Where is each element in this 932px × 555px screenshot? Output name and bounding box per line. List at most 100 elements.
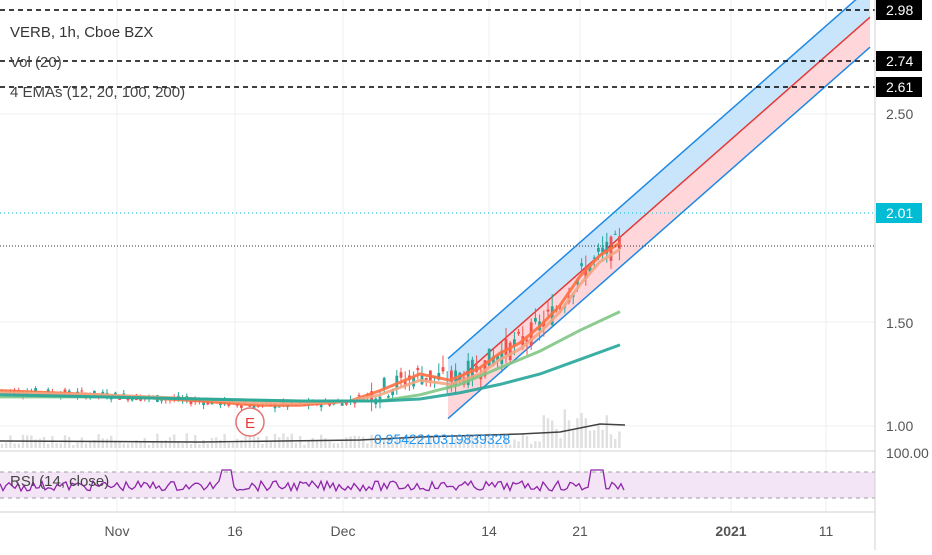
volume-bar: [105, 438, 109, 448]
volume-bar: [395, 434, 398, 448]
volume-bar: [278, 437, 281, 448]
volume-bar: [399, 441, 403, 448]
volume-bar: [286, 436, 289, 448]
candle-body: [319, 404, 323, 408]
volume-bar: [324, 438, 327, 448]
price-badge: [876, 51, 922, 71]
volume-bar: [387, 438, 390, 448]
volume-bar: [126, 443, 130, 448]
price-badge-label: 2.01: [886, 205, 913, 221]
symbol-title[interactable]: VERB, 1h, Cboe BZX: [10, 24, 153, 41]
candle-body: [403, 381, 407, 387]
rsi-line: [0, 469, 625, 493]
candle-body: [492, 356, 495, 365]
volume-bar: [504, 435, 508, 448]
candle-body: [399, 372, 403, 378]
volume-pane: [0, 409, 626, 448]
volume-bar: [236, 438, 239, 448]
volume-bar: [458, 440, 461, 448]
candle-body: [534, 317, 537, 322]
volume-bar: [584, 418, 587, 448]
volume-bar: [467, 433, 470, 448]
price-badge: [876, 0, 922, 20]
candle-body: [382, 377, 386, 389]
horizontal-price-lines[interactable]: [0, 9, 875, 247]
candle-body: [496, 355, 499, 362]
volume-bar: [307, 440, 310, 448]
candle-body: [437, 372, 441, 380]
price-tick-label: 2.50: [886, 106, 913, 122]
volume-bar: [601, 429, 604, 448]
volume-bar: [412, 443, 415, 448]
volume-bar: [311, 438, 314, 448]
channel-lower-line: [447, 46, 871, 420]
volume-bar: [160, 440, 163, 448]
volume-bar: [118, 441, 121, 448]
volume-bar: [0, 443, 4, 448]
volume-bar: [538, 441, 541, 448]
price-tick-label: 1.50: [886, 315, 913, 331]
volume-bar: [525, 435, 529, 448]
volume-bar: [559, 438, 562, 448]
ema-line-1: [0, 241, 621, 407]
volume-bar: [177, 442, 180, 448]
price-axis[interactable]: 2.50 1.50 1.00 100.00 2.98 2.74 2.61 2.01: [874, 0, 929, 550]
ema-legend[interactable]: 4 EMAs (12, 20, 100, 200): [10, 84, 185, 101]
volume-bar: [76, 442, 79, 448]
volume-bar: [59, 443, 62, 448]
candle-body: [546, 309, 550, 312]
candle-body: [387, 396, 390, 398]
earnings-marker[interactable]: E: [235, 407, 265, 437]
volume-bar: [521, 433, 524, 448]
candle-body: [487, 348, 491, 367]
time-tick-label: 16: [227, 523, 243, 539]
ema-line-4: [0, 343, 621, 403]
candle-body: [513, 339, 516, 346]
candle-body: [483, 360, 487, 377]
volume-bar: [84, 443, 88, 448]
time-tick-label: 2021: [715, 523, 746, 539]
candle-body: [378, 396, 382, 402]
candle-body: [248, 405, 252, 407]
volume-bar: [13, 443, 16, 448]
volume-bar: [618, 431, 621, 448]
volume-bar: [332, 443, 335, 448]
volume-bar: [328, 441, 331, 448]
volume-bar: [551, 420, 554, 448]
volume-bar: [441, 441, 445, 448]
volume-bar: [437, 437, 440, 448]
candle-body: [114, 392, 117, 395]
volume-bar: [446, 439, 449, 448]
volume-bar: [404, 436, 407, 448]
price-badge-label: 2.61: [886, 79, 913, 95]
volume-bar: [294, 442, 298, 448]
volume-bar: [567, 420, 571, 448]
time-tick-label: 14: [481, 523, 497, 539]
volume-bar: [189, 444, 193, 448]
time-axis[interactable]: Nov 16 Dec 14 21 2021 11: [0, 511, 875, 539]
rsi-pane: [0, 450, 875, 499]
volume-bar: [80, 437, 83, 448]
candle-body: [601, 247, 604, 252]
volume-bar: [357, 436, 361, 448]
volume-bar: [391, 442, 394, 448]
volume-bar: [89, 441, 92, 448]
volume-bar: [265, 436, 268, 448]
price-badge-label: 2.74: [886, 53, 913, 69]
candle-body: [588, 266, 592, 273]
volume-bar: [198, 444, 201, 448]
volume-bar: [597, 425, 600, 448]
volume-bar: [341, 441, 344, 448]
candle-body: [517, 331, 520, 334]
price-badge: [876, 77, 922, 97]
volume-bar: [320, 434, 323, 448]
volume-bar: [143, 437, 146, 448]
volume-bar: [483, 435, 487, 448]
volume-bar: [454, 439, 457, 448]
volume-legend[interactable]: Vol (20): [10, 54, 62, 71]
rsi-legend[interactable]: RSI (14, close): [10, 473, 109, 490]
volume-bar: [563, 409, 566, 448]
volume-bar: [122, 443, 125, 448]
candle-body: [479, 376, 483, 380]
